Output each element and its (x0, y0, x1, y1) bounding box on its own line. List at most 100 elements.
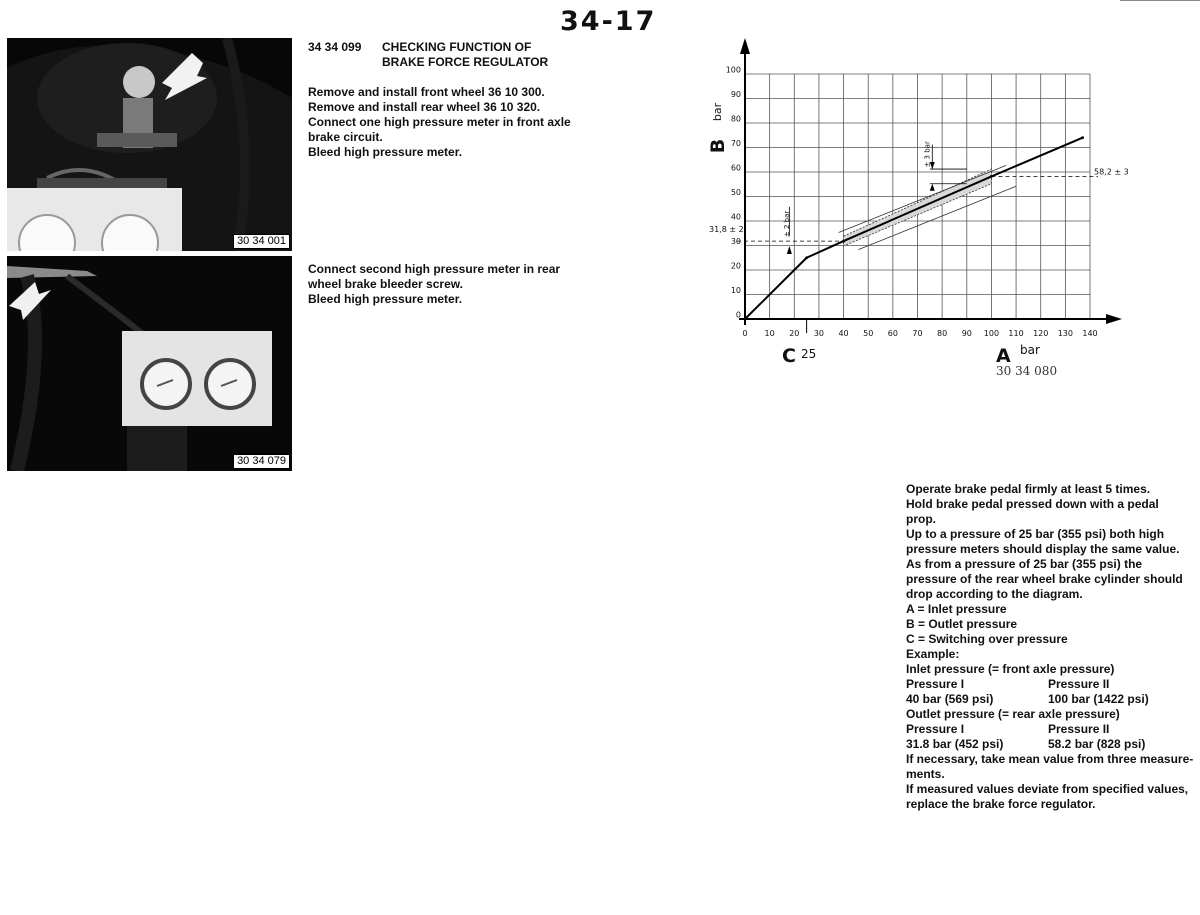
chart-grid (745, 73, 1091, 319)
tolerance-band-upper (838, 165, 1007, 233)
steps-second-meter: Connect second high pressure meter in re… (308, 262, 560, 307)
section-heading: 34 34 099 CHECKING FUNCTION OF BRAKE FORC… (308, 40, 548, 70)
step-line: Remove and install rear wheel 36 10 320. (308, 100, 541, 114)
series-point (743, 317, 747, 321)
step-line: Bleed high pressure meter. (308, 145, 463, 159)
photo-front-regulator-image (7, 38, 292, 251)
inlet-value-1: 40 bar (569 psi) (906, 692, 994, 706)
x-tick-label: 120 (1033, 329, 1048, 338)
outlet-heading: Outlet pressure (= rear axle pressure) (906, 707, 1120, 721)
y-tick-label: 10 (731, 286, 741, 295)
procedure-line: drop according to the diagram. (906, 587, 1083, 601)
chart-axes (739, 38, 1122, 325)
y-tick-label: 20 (731, 262, 741, 271)
example-heading: Example: (906, 647, 960, 661)
x-tick-label: 0 (742, 329, 747, 338)
x-tick-label: 100 (984, 329, 999, 338)
y-tick-label: 100 (726, 66, 741, 75)
inlet-value-2: 100 bar (1422 psi) (1048, 692, 1149, 706)
y-tick-label: 80 (731, 115, 741, 124)
chart-figure-id: 30 34 080 (996, 364, 1058, 378)
tolerance-band (838, 165, 1017, 251)
x-axis-arrow (1106, 314, 1122, 324)
tolerance-value-label: 58,2 ± 3 (1094, 167, 1129, 176)
series-line (744, 136, 1083, 320)
step-line: Connect second high pressure meter in re… (308, 262, 561, 276)
tolerance-band-label: ± 2 bar (783, 211, 791, 238)
x-tick-label: 40 (838, 329, 848, 338)
section-title-line2: BRAKE FORCE REGULATOR (382, 55, 549, 69)
tolerance-arrow (929, 183, 935, 191)
tolerance-value-label: 31,8 ± 2 (709, 225, 744, 234)
inlet-head-1: Pressure I (906, 677, 965, 691)
inlet-heading: Inlet pressure (= front axle pressure) (906, 662, 1115, 676)
photo-label: 30 34 079 (233, 454, 290, 469)
tolerance-arrow (786, 245, 792, 254)
top-rule (1120, 0, 1200, 1)
y-axis-letter: B (707, 139, 729, 153)
tolerance-band-area (843, 168, 992, 247)
y-tick-label: 50 (731, 188, 741, 197)
x-tick-label: 60 (888, 329, 898, 338)
outlet-pressure-values: 31.8 bar (452 psi) 58.2 bar (828 psi) (906, 737, 1193, 752)
y-tick-label: 60 (731, 164, 741, 173)
section-code: 34 34 099 (308, 40, 362, 54)
chart-x-ticks: 0 10 20 30 40 50 60 70 80 90 100 110 120 130 140 (742, 329, 1097, 338)
procedure-line: ments. (906, 767, 945, 781)
procedure-line: Operate brake pedal firmly at least 5 ti… (906, 482, 1151, 496)
tolerance-band-label: ± 3 bar (923, 141, 931, 168)
x-tick-label: 140 (1082, 329, 1097, 338)
outlet-value-2: 58.2 bar (828 psi) (1048, 737, 1146, 751)
step-line: brake circuit. (308, 130, 383, 144)
procedure-line: pressure meters should display the same … (906, 542, 1180, 556)
outlet-value-1: 31.8 bar (452 psi) (906, 737, 1004, 751)
step-line: Bleed high pressure meter. (308, 292, 463, 306)
procedure-line: If necessary, take mean value from three… (906, 752, 1194, 766)
x-axis-unit: bar (1020, 343, 1040, 357)
series-point (805, 256, 809, 260)
legend-line-c: C = Switching over pressure (906, 632, 1068, 646)
procedure-line: pressure of the rear wheel brake cylinde… (906, 572, 1183, 586)
y-tick-label: 30 (731, 237, 741, 246)
photo-gauges-image (7, 256, 292, 471)
x-tick-label: 90 (962, 329, 972, 338)
y-tick-label: 0 (736, 311, 741, 320)
y-tick-label: 70 (731, 139, 741, 148)
tolerance-band-lower (858, 185, 1017, 251)
procedure-line: replace the brake force regulator. (906, 797, 1096, 811)
step-line: wheel brake bleeder screw. (308, 277, 463, 291)
step-line: Connect one high pressure meter in front… (308, 115, 571, 129)
x-tick-label: 70 (912, 329, 922, 338)
photo-front-regulator: 30 34 001 (7, 38, 292, 251)
legend-line-b: B = Outlet pressure (906, 617, 1018, 631)
y-tick-label: 90 (731, 90, 741, 99)
outlet-head-1: Pressure I (906, 722, 965, 736)
procedure-line: If measured values deviate from specifie… (906, 782, 1189, 796)
steps-first-meter: Remove and install front wheel 36 10 300… (308, 85, 571, 160)
switch-marker-letter: C (782, 345, 796, 367)
x-tick-label: 20 (789, 329, 799, 338)
procedure-text: Operate brake pedal firmly at least 5 ti… (906, 482, 1193, 812)
photo-label: 30 34 001 (233, 234, 290, 249)
inlet-pressure-values: 40 bar (569 psi) 100 bar (1422 psi) (906, 692, 1193, 707)
x-tick-label: 10 (765, 329, 775, 338)
x-tick-label: 30 (814, 329, 824, 338)
chart-annotations: 31,8 ± 2 ± 2 bar 58,2 ± 3 ± 3 bar (709, 141, 1129, 333)
outlet-pressure-heads: Pressure I Pressure II (906, 722, 1193, 737)
y-axis-arrow (740, 38, 750, 54)
step-line: Remove and install front wheel 36 10 300… (308, 85, 545, 99)
series-point (842, 239, 845, 243)
photo-gauges: 30 34 079 (7, 256, 292, 471)
switch-marker-value: 25 (801, 347, 816, 361)
section-title-line1: CHECKING FUNCTION OF (382, 40, 532, 54)
pressure-diagram: 0 10 20 30 40 50 60 70 80 90 100 110 120 130 140 0 10 20… (707, 38, 1129, 367)
tolerance-arrow (929, 162, 935, 170)
x-tick-label: 110 (1008, 329, 1023, 338)
x-tick-label: 50 (863, 329, 873, 338)
x-axis-letter: A (996, 345, 1011, 367)
x-tick-label: 130 (1058, 329, 1073, 338)
page-number: 34-17 (560, 6, 657, 37)
inlet-head-2: Pressure II (1048, 677, 1110, 691)
x-tick-label: 80 (937, 329, 947, 338)
series-point (1081, 136, 1085, 140)
